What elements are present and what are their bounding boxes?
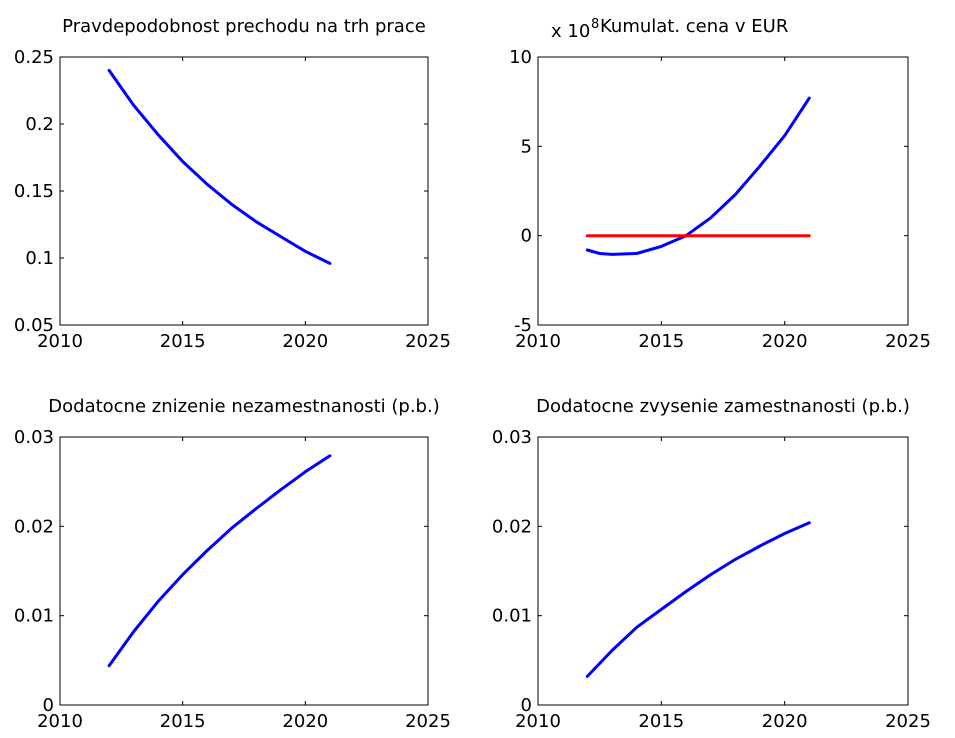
chart2-series-line-1	[585, 96, 811, 256]
chart1-xtick-label: 2010	[37, 331, 83, 352]
chart3-xtick-label: 2010	[37, 711, 83, 732]
chart4-xtick-label: 2025	[885, 711, 931, 732]
chart3-ytick-label: 0.01	[14, 606, 54, 627]
chart2-exponent-power: 8	[591, 17, 599, 32]
chart4-series-line-1	[585, 521, 811, 678]
chart3-ytick-label: 0.02	[14, 516, 54, 537]
chart3-series-line-1	[107, 454, 332, 668]
chart2-xtick-label: 2010	[515, 331, 561, 352]
chart4-ytick-label: 0.03	[492, 427, 532, 448]
chart3-xtick-label: 2020	[282, 711, 328, 732]
chart2-xtick-label: 2020	[762, 331, 808, 352]
chart1-xtick-label: 2020	[282, 331, 328, 352]
chart3-ytick-label: 0	[43, 695, 54, 716]
chart3-xtick-label: 2015	[160, 711, 206, 732]
chart1-ytick-label: 0.1	[25, 248, 54, 269]
chart2-ytick-label: 0	[521, 226, 532, 247]
chart1-ytick-label: 0.2	[25, 114, 54, 135]
chart1-series-line-1	[107, 68, 332, 265]
chart2-ytick-label: 5	[521, 136, 532, 157]
chart1-ytick-label: 0.05	[14, 315, 54, 336]
chart2-xtick-label: 2025	[885, 331, 931, 352]
chart2-ytick-label: -5	[514, 315, 532, 336]
chart1-ytick-label: 0.15	[14, 181, 54, 202]
chart1-title: Pravdepodobnost prechodu na trh prace	[62, 16, 426, 37]
chart3-ytick-label: 0.03	[14, 427, 54, 448]
chart1-panel: 0.05 0.1 0.15 0.2 0.25 2010 2015 2020 2025 Pravde…	[14, 16, 451, 352]
chart2-exponent-label: x 10	[551, 21, 590, 42]
chart4-axes-box	[537, 436, 909, 706]
chart1-xtick-label: 2015	[160, 331, 206, 352]
chart4-xtick-label: 2015	[638, 711, 684, 732]
chart3-axes-box	[59, 436, 429, 706]
chart2-title: Kumulat. cena v EUR	[600, 16, 788, 37]
chart1-ytick-label: 0.25	[14, 47, 54, 68]
chart3-panel: 0 0.01 0.02 0.03 2010 2015 2020 2025 Dodatocne z…	[14, 396, 451, 732]
chart4-xtick-label: 2010	[515, 711, 561, 732]
chart4-ytick-label: 0.02	[492, 516, 532, 537]
chart2-panel: -5 0 5 10 2010 2015 2020 2025 x 10 8 Kumulat. cena…	[509, 16, 931, 352]
chart1-axes-box	[59, 56, 429, 326]
chart2-xtick-label: 2015	[638, 331, 684, 352]
chart4-title: Dodatocne zvysenie zamestnanosti (p.b.)	[536, 396, 910, 417]
chart2-ytick-label: 10	[509, 47, 532, 68]
chart2-axes-box	[537, 56, 909, 326]
chart4-ytick-label: 0	[521, 695, 532, 716]
chart3-title: Dodatocne znizenie nezamestnanosti (p.b.…	[48, 396, 439, 417]
chart1-xtick-label: 2025	[405, 331, 451, 352]
chart4-ytick-label: 0.01	[492, 606, 532, 627]
chart4-xtick-label: 2020	[762, 711, 808, 732]
chart3-xtick-label: 2025	[405, 711, 451, 732]
chart4-panel: 0 0.01 0.02 0.03 2010 2015 2020 2025 Dodatocne z…	[492, 396, 931, 732]
